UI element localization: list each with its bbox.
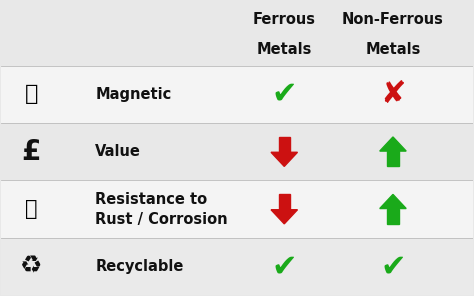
Text: Magnetic: Magnetic — [95, 87, 172, 102]
Text: Non-Ferrous: Non-Ferrous — [342, 12, 444, 27]
Polygon shape — [380, 137, 406, 151]
Text: 🏋: 🏋 — [25, 199, 37, 219]
Polygon shape — [271, 152, 298, 166]
Text: Metals: Metals — [256, 42, 312, 57]
Text: Value: Value — [95, 144, 141, 159]
Text: ♻: ♻ — [20, 255, 43, 279]
Bar — [0, 180, 474, 238]
Text: 🧲: 🧲 — [25, 84, 38, 104]
Text: ✘: ✘ — [380, 80, 406, 109]
Text: Metals: Metals — [365, 42, 420, 57]
Polygon shape — [279, 137, 290, 152]
Polygon shape — [380, 194, 406, 209]
Text: ✔: ✔ — [272, 252, 297, 281]
Text: Recyclable: Recyclable — [95, 259, 183, 274]
Bar — [0, 65, 474, 123]
Bar — [0, 123, 474, 180]
Text: ✔: ✔ — [380, 252, 406, 281]
Polygon shape — [279, 194, 290, 210]
Polygon shape — [387, 151, 399, 166]
Text: Ferrous: Ferrous — [253, 12, 316, 27]
Bar — [0, 238, 474, 295]
Polygon shape — [271, 210, 298, 224]
Text: ✔: ✔ — [272, 80, 297, 109]
Text: £: £ — [22, 138, 41, 166]
Polygon shape — [387, 209, 399, 224]
Text: Resistance to
Rust / Corrosion: Resistance to Rust / Corrosion — [95, 192, 228, 226]
